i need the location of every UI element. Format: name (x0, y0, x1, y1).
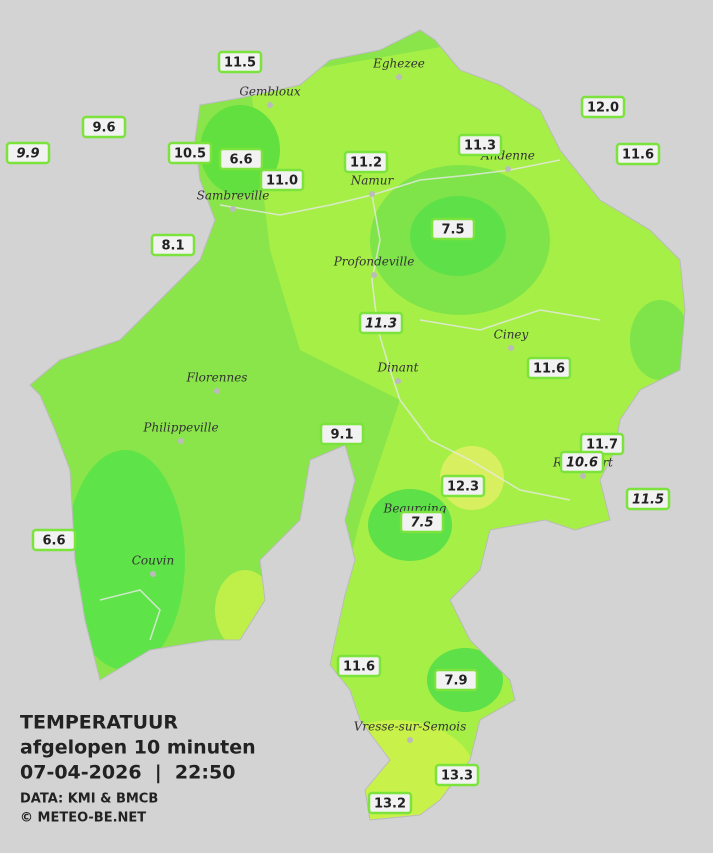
station-box (625, 487, 671, 511)
town-label: Florennes (186, 371, 248, 385)
station-value: 9.6 (92, 121, 115, 136)
town-label: Gembloux (239, 85, 301, 99)
town-label: Ciney (494, 328, 529, 342)
station-box (457, 133, 503, 157)
station-box (430, 217, 476, 241)
caption-source: DATA: KMI & BMCB (20, 792, 158, 807)
town-dot (369, 191, 375, 197)
station-value: 9.1 (330, 428, 353, 443)
town-label: Sambreville (197, 189, 270, 203)
station-value: 10.5 (174, 147, 206, 162)
town-label: Couvin (132, 554, 174, 568)
station-value: 11.3 (365, 317, 397, 332)
station-value: 11.5 (224, 56, 256, 71)
town-dot (371, 272, 377, 278)
station-value: 7.5 (441, 223, 464, 238)
station-box (433, 668, 479, 692)
station-box (259, 168, 305, 192)
station-box (358, 311, 404, 335)
station-value: 10.6 (566, 456, 598, 471)
station-box (217, 50, 263, 74)
station-value: 12.0 (587, 101, 619, 116)
town-dot (396, 74, 402, 80)
caption-copyright: © METEO-BE.NET (20, 811, 146, 826)
station-box (434, 763, 480, 787)
town-dot (178, 438, 184, 444)
station-box (150, 233, 196, 257)
town-dot (214, 388, 220, 394)
town-dot (150, 571, 156, 577)
station-box (5, 141, 51, 165)
station-box (81, 115, 127, 139)
town-label: Dinant (377, 361, 419, 375)
station-box (615, 142, 661, 166)
town-label: Philippeville (142, 421, 218, 435)
station-box (526, 356, 572, 380)
caption-title: TEMPERATUUR (20, 712, 178, 734)
station-value: 6.6 (42, 534, 65, 549)
station-value: 11.6 (533, 362, 565, 377)
station-box (367, 791, 413, 815)
station-value: 6.6 (229, 153, 252, 168)
station-value: 11.0 (266, 174, 298, 189)
station-value: 11.6 (622, 148, 654, 163)
town-dot (508, 345, 514, 351)
town-label: Vresse-sur-Semois (354, 720, 467, 734)
station-value: 11.5 (632, 493, 664, 508)
station-box (399, 510, 445, 534)
station-box (336, 654, 382, 678)
station-value: 13.3 (441, 769, 473, 784)
station-value: 8.1 (161, 239, 184, 254)
town-dot (230, 206, 236, 212)
station-box (31, 528, 77, 552)
station-value: 11.2 (350, 156, 382, 171)
station-value: 11.7 (586, 438, 618, 453)
station-value: 12.3 (447, 480, 479, 495)
station-value: 13.2 (374, 797, 406, 812)
town-dot (580, 473, 586, 479)
station-box (559, 450, 605, 474)
caption-subtitle: afgelopen 10 minuten (20, 737, 256, 759)
station-value: 7.9 (444, 674, 467, 689)
station-box (319, 422, 365, 446)
station-box (343, 150, 389, 174)
station-value: 9.9 (16, 147, 39, 162)
town-dot (505, 166, 511, 172)
station-box (440, 474, 486, 498)
town-label: Eghezee (372, 57, 425, 71)
town-dot (267, 102, 273, 108)
stations: 11.5 9.6 9.9 10.5 6.6 11.0 11.2 11.3 12.0 11.6 8.1… (5, 50, 671, 815)
caption: TEMPERATUUR afgelopen 10 minuten 07-04-2… (20, 712, 256, 826)
station-box (580, 95, 626, 119)
town-dot (395, 378, 401, 384)
town-dot (407, 737, 413, 743)
caption-datetime: 07-04-2026 | 22:50 (20, 762, 235, 784)
station-value: 11.3 (464, 139, 496, 154)
station-value: 11.6 (343, 660, 375, 675)
station-value: 7.5 (410, 516, 433, 531)
station-box (167, 141, 213, 165)
station-box (218, 147, 264, 171)
town-label: Profondeville (333, 255, 415, 269)
towns: EghezeeGemblouxAndenneNamurSambrevillePr… (132, 57, 613, 743)
rivers (99, 159, 601, 641)
town-label: Namur (350, 174, 395, 188)
